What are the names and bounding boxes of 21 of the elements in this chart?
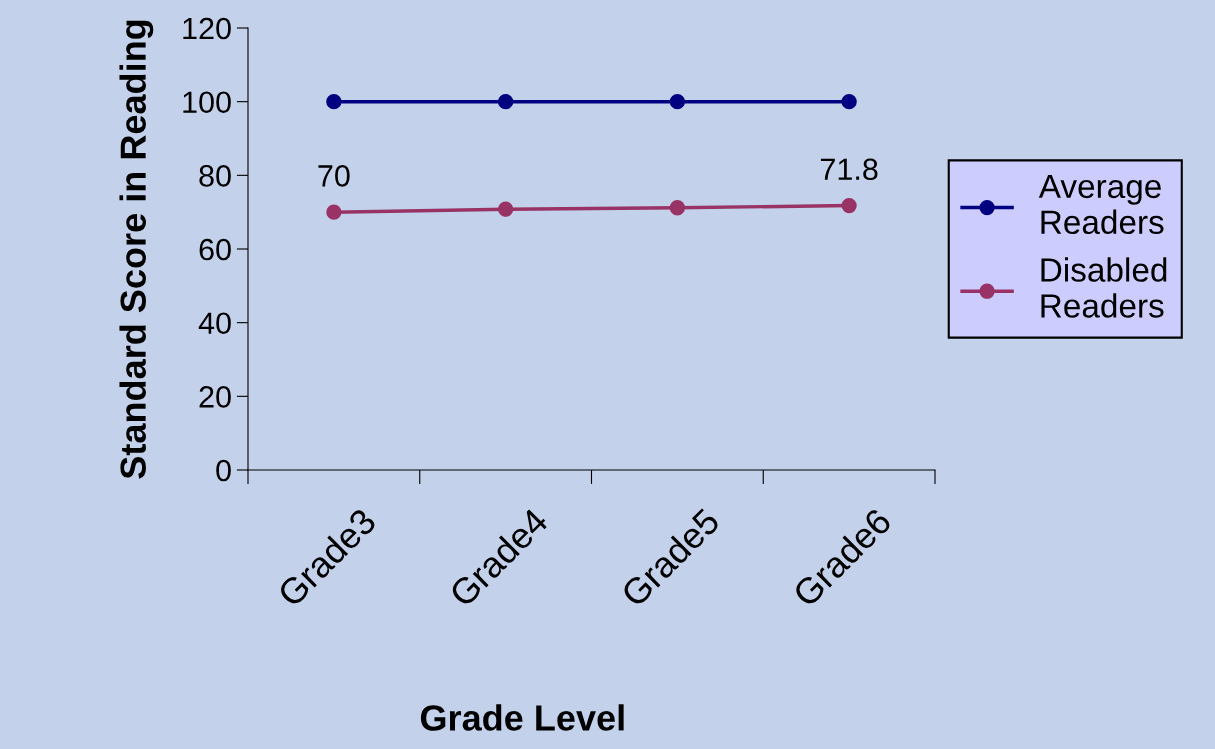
y-tick-label: 20 xyxy=(199,386,231,408)
point xyxy=(841,197,857,214)
legend-label: Disabled Readers xyxy=(1041,257,1167,318)
point xyxy=(841,94,857,110)
point xyxy=(669,200,686,216)
y-tick-label: 80 xyxy=(199,165,231,187)
data-label: 71.8 xyxy=(820,158,878,181)
point xyxy=(497,201,514,217)
y-tick-label: 60 xyxy=(199,238,231,261)
point xyxy=(497,94,514,110)
legend-label: Average Readers xyxy=(1038,174,1164,235)
y-tick-label: 120 xyxy=(183,17,231,40)
point xyxy=(326,204,342,220)
data-label: 70 xyxy=(318,165,350,187)
y-axis-title: Standard Score in Reading xyxy=(119,20,154,479)
y-tick-label: 0 xyxy=(216,459,231,482)
point xyxy=(326,94,342,110)
y-tick-label: 100 xyxy=(183,91,231,114)
x-axis-title: Grade Level xyxy=(420,704,624,731)
y-tick-label: 40 xyxy=(198,312,231,335)
point xyxy=(669,94,686,110)
